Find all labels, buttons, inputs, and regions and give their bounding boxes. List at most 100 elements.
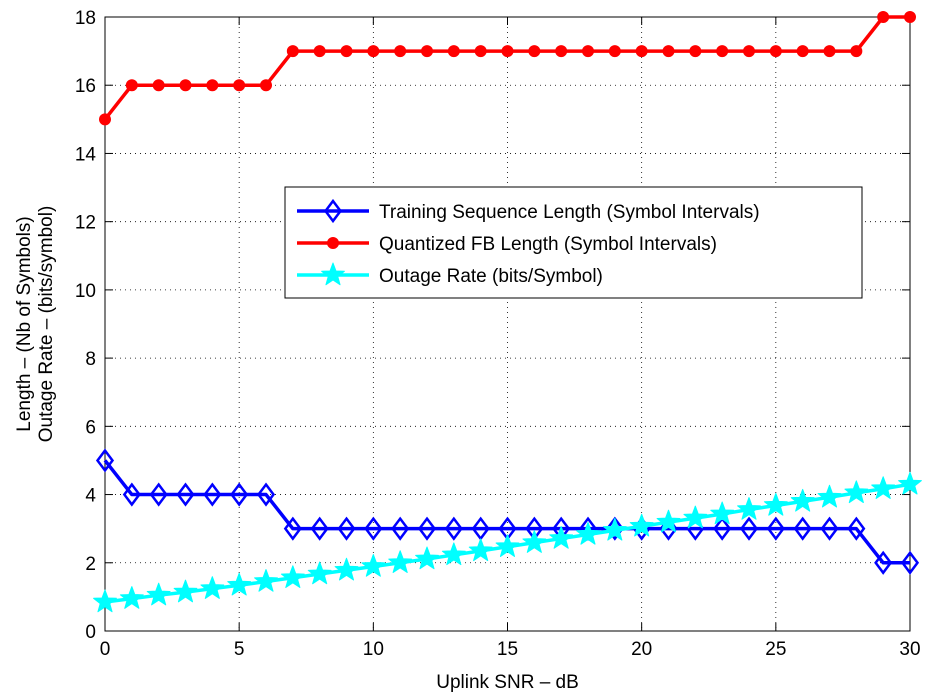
y-tick-label: 6 bbox=[85, 417, 96, 438]
data-point-outage-rate bbox=[629, 513, 654, 537]
data-point-quantized-fb bbox=[286, 45, 299, 58]
data-point-quantized-fb bbox=[796, 45, 809, 58]
y-tick-label: 16 bbox=[75, 76, 96, 97]
x-tick-label: 0 bbox=[100, 639, 111, 660]
x-axis-label: Uplink SNR – dB bbox=[436, 672, 579, 693]
series-line-training-sequence bbox=[103, 459, 910, 565]
data-point-quantized-fb bbox=[850, 45, 863, 58]
data-point-quantized-fb bbox=[260, 79, 272, 92]
data-point-outage-rate bbox=[119, 586, 144, 609]
data-point-outage-rate bbox=[683, 505, 708, 529]
data-point-quantized-fb bbox=[206, 79, 219, 92]
data-point-outage-rate bbox=[549, 526, 574, 549]
data-point-outage-rate bbox=[334, 557, 359, 581]
data-point-training-sequence bbox=[310, 516, 329, 541]
data-point-training-sequence bbox=[417, 516, 437, 541]
data-point-training-sequence bbox=[900, 550, 920, 575]
data-point-training-sequence bbox=[122, 482, 141, 507]
data-point-outage-rate bbox=[602, 517, 627, 541]
data-point-outage-rate bbox=[146, 582, 171, 606]
data-point-training-sequence bbox=[230, 482, 249, 507]
series-group bbox=[93, 11, 922, 613]
data-point-outage-rate bbox=[307, 561, 332, 585]
data-point-outage-rate bbox=[844, 480, 869, 504]
data-point-outage-rate bbox=[763, 492, 788, 516]
data-point-quantized-fb bbox=[125, 79, 138, 92]
data-point-quantized-fb bbox=[635, 45, 648, 58]
data-point-quantized-fb bbox=[608, 45, 621, 58]
data-point-quantized-fb bbox=[689, 45, 702, 58]
data-point-quantized-fb bbox=[421, 45, 433, 58]
data-point-quantized-fb bbox=[394, 45, 407, 58]
data-point-training-sequence bbox=[605, 516, 624, 541]
legend-marker-quantized-fb bbox=[327, 237, 339, 249]
y-axis-label-line-1: Length – (Nb of Symbols) bbox=[14, 216, 35, 431]
data-point-training-sequence bbox=[149, 482, 168, 507]
data-point-quantized-fb bbox=[233, 79, 246, 92]
data-point-training-sequence bbox=[256, 482, 276, 507]
data-point-training-sequence bbox=[364, 516, 383, 541]
legend-box bbox=[284, 186, 863, 299]
legend: Training Sequence Length (Symbol Interva… bbox=[284, 186, 863, 299]
y-tick-label: 4 bbox=[85, 486, 96, 507]
data-point-outage-rate bbox=[441, 542, 466, 566]
legend-label-outage-rate: Outage Rate (bits/Symbol) bbox=[379, 266, 603, 287]
data-point-outage-rate bbox=[710, 501, 735, 525]
data-point-training-sequence bbox=[176, 482, 195, 507]
data-point-training-sequence bbox=[203, 482, 222, 507]
data-point-quantized-fb bbox=[662, 45, 675, 58]
y-tick-label: 12 bbox=[75, 213, 96, 234]
data-point-training-sequence bbox=[847, 516, 866, 541]
legend-label-quantized-fb: Quantized FB Length (Symbol Intervals) bbox=[379, 234, 717, 255]
data-point-outage-rate bbox=[737, 497, 761, 520]
data-point-outage-rate bbox=[656, 509, 681, 533]
data-point-training-sequence bbox=[793, 516, 812, 541]
data-point-quantized-fb bbox=[743, 45, 755, 58]
y-tick-label: 0 bbox=[85, 622, 96, 643]
data-point-quantized-fb bbox=[152, 79, 165, 92]
x-tick-label: 10 bbox=[363, 639, 384, 660]
y-tick-label: 14 bbox=[75, 144, 97, 165]
data-point-quantized-fb bbox=[555, 45, 568, 58]
legend-marker-training-sequence bbox=[323, 198, 343, 224]
x-tick-label: 5 bbox=[234, 639, 245, 660]
data-point-training-sequence bbox=[337, 516, 356, 541]
data-point-training-sequence bbox=[739, 516, 759, 541]
data-point-outage-rate bbox=[468, 538, 493, 562]
data-point-quantized-fb bbox=[528, 45, 541, 58]
data-point-outage-rate bbox=[576, 521, 600, 545]
data-point-training-sequence bbox=[766, 516, 785, 541]
y-axis-label-line-2: Outage Rate – (bits/symbol) bbox=[36, 206, 57, 443]
data-point-quantized-fb bbox=[340, 45, 353, 58]
data-point-quantized-fb bbox=[769, 45, 782, 58]
data-point-outage-rate bbox=[200, 576, 225, 599]
data-point-outage-rate bbox=[388, 550, 413, 573]
data-point-quantized-fb bbox=[904, 11, 916, 23]
x-tick-label: 25 bbox=[765, 639, 786, 660]
data-point-quantized-fb bbox=[313, 45, 326, 58]
data-point-quantized-fb bbox=[367, 45, 380, 58]
axis-ticks: 0 5 10 15 20 25 30 0 2 4 6 8 10 12 14 16 18 bbox=[75, 8, 921, 660]
data-point-quantized-fb bbox=[99, 113, 111, 126]
data-point-training-sequence bbox=[391, 516, 410, 541]
data-point-quantized-fb bbox=[716, 45, 729, 58]
data-point-outage-rate bbox=[898, 471, 922, 495]
data-point-outage-rate bbox=[495, 534, 520, 557]
y-tick-label: 18 bbox=[75, 8, 96, 29]
x-tick-label: 30 bbox=[899, 639, 920, 660]
data-point-outage-rate bbox=[227, 572, 252, 596]
y-tick-label: 10 bbox=[75, 281, 96, 302]
data-point-outage-rate bbox=[522, 530, 547, 553]
data-point-training-sequence bbox=[820, 516, 839, 541]
data-point-outage-rate bbox=[173, 579, 198, 603]
data-point-training-sequence bbox=[283, 516, 302, 541]
data-point-quantized-fb bbox=[474, 45, 487, 58]
x-tick-label: 20 bbox=[631, 639, 652, 660]
data-point-outage-rate bbox=[254, 569, 278, 592]
data-point-outage-rate bbox=[790, 488, 815, 512]
data-point-quantized-fb bbox=[582, 45, 594, 58]
data-point-outage-rate bbox=[361, 554, 386, 577]
data-point-outage-rate bbox=[280, 565, 305, 588]
